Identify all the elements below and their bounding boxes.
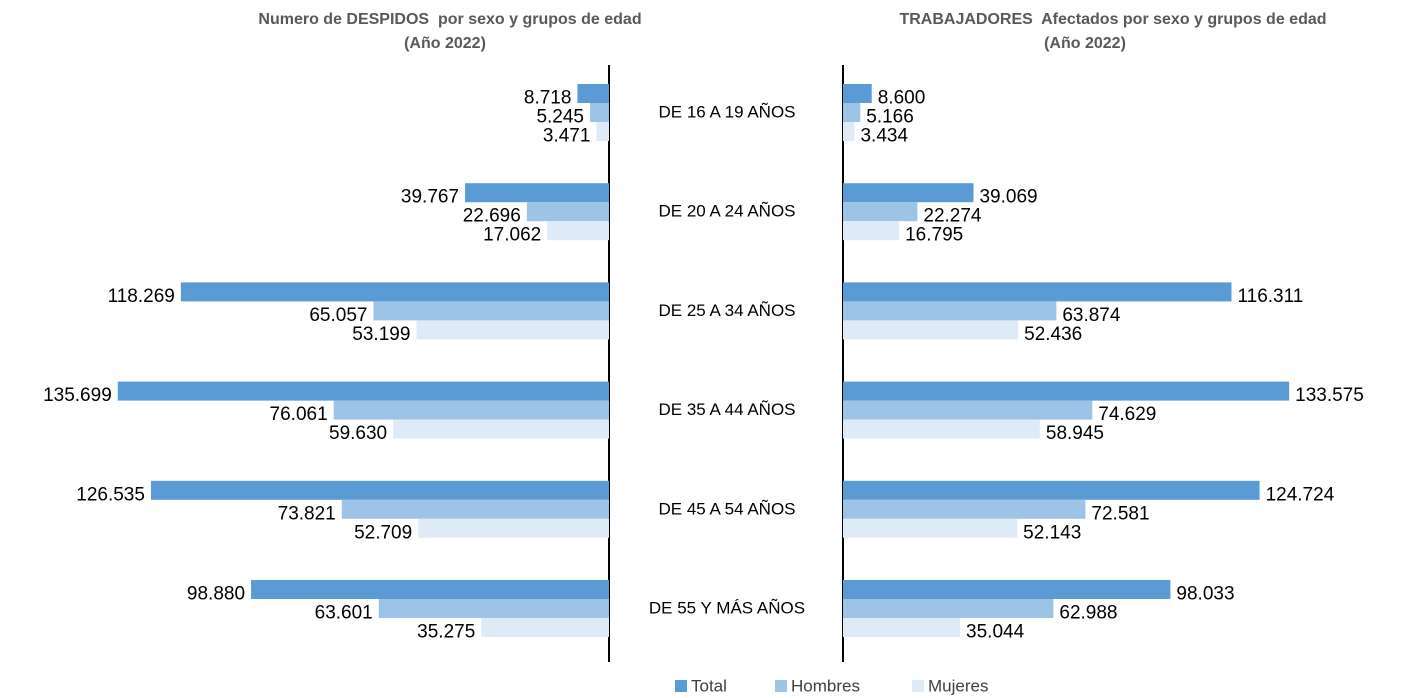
category-label: DE 20 A 24 AÑOS [658,202,795,221]
value-label: 118.269 [108,286,175,307]
value-label: 74.629 [1098,404,1156,425]
bar [481,618,609,637]
bar [843,618,961,637]
value-label: 22.696 [463,206,521,227]
category-label: DE 35 A 44 AÑOS [658,400,795,419]
value-label: 124.724 [1266,484,1335,505]
bar [843,183,974,203]
value-label: 133.575 [1295,385,1364,406]
bar [251,580,610,599]
bar [180,282,610,302]
bar [378,599,609,618]
bar [843,221,900,241]
value-label: 65.057 [309,305,367,326]
value-label: 135.699 [43,385,112,406]
bar [393,419,609,439]
bar [416,320,609,340]
bar [843,320,1019,340]
bar [843,518,1018,538]
bar [596,122,609,141]
value-label: 3.434 [860,126,908,147]
bar [526,202,609,222]
bar [843,419,1040,439]
value-label: 58.945 [1046,423,1104,444]
value-label: 98.033 [1176,584,1234,605]
value-label: 22.274 [923,206,982,227]
legend-swatch [775,680,787,692]
chart-title: Numero de DESPIDOS por sexo y grupos de … [258,11,641,28]
bar [843,499,1086,519]
bar [547,221,609,241]
value-label: 62.988 [1059,603,1117,624]
value-label: 52.143 [1023,522,1081,543]
bar [590,103,609,122]
value-label: 35.044 [966,622,1025,643]
value-label: 63.601 [315,603,373,624]
value-label: 3.471 [543,126,591,147]
bar [843,103,861,122]
bar [843,202,918,222]
value-label: 53.199 [352,324,410,345]
legend-swatch [675,680,687,692]
value-label: 126.535 [76,484,145,505]
value-label: 16.795 [905,225,963,246]
value-label: 39.767 [401,187,459,208]
value-label: 35.275 [417,622,475,643]
bar [843,599,1054,618]
value-label: 73.821 [278,503,336,524]
bar [117,381,609,401]
legend-label: Mujeres [928,676,988,695]
category-label: DE 45 A 54 AÑOS [658,499,795,518]
bar [843,84,872,103]
bar [150,480,609,500]
bar [843,282,1232,302]
value-label: 116.311 [1237,286,1303,307]
value-label: 39.069 [979,187,1037,208]
value-label: 5.245 [536,107,584,128]
bar [333,400,609,420]
value-label: 8.718 [524,88,572,109]
category-label: DE 25 A 34 AÑOS [658,301,795,320]
bar [843,480,1260,500]
bar [843,381,1290,401]
value-label: 76.061 [270,404,328,425]
legend-swatch [912,680,924,692]
bar [843,580,1171,599]
category-label: DE 55 Y MÁS AÑOS [649,598,805,617]
chart-subtitle: (Año 2022) [404,35,486,52]
bar [843,400,1093,420]
value-label: 59.630 [329,423,387,444]
value-label: 52.709 [354,522,412,543]
bar [373,301,609,321]
bar [577,84,609,103]
legend-label: Hombres [791,676,860,695]
bar [843,122,855,141]
value-label: 5.166 [866,107,914,128]
value-label: 8.600 [878,88,926,109]
bar [341,499,609,519]
value-label: 52.436 [1024,324,1082,345]
bar [418,518,609,538]
value-label: 98.880 [187,584,245,605]
chart-subtitle: (Año 2022) [1044,35,1126,52]
category-label: DE 16 A 19 AÑOS [658,102,795,121]
chart-title: TRABAJADORES Afectados por sexo y grupos… [899,11,1326,28]
value-label: 72.581 [1091,503,1149,524]
bar [843,301,1057,321]
bar [465,183,609,203]
legend-label: Total [691,676,727,695]
value-label: 63.874 [1062,305,1121,326]
value-label: 17.062 [483,225,541,246]
